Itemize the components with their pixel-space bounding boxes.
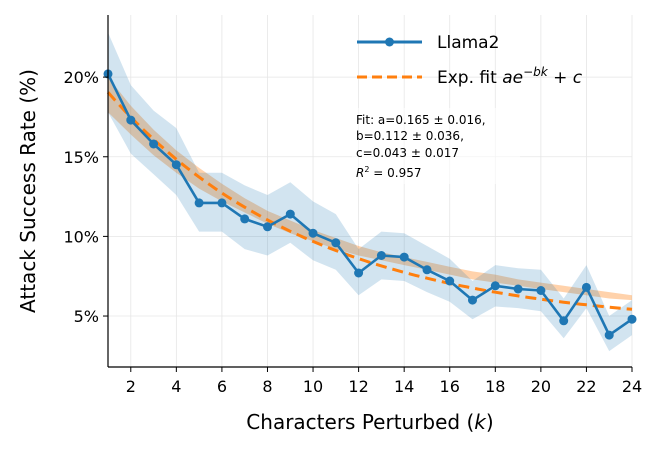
x-tick-label: 2 (126, 377, 136, 396)
data-point (445, 276, 455, 286)
data-point (308, 228, 318, 238)
data-points (103, 69, 637, 340)
data-point (240, 214, 250, 224)
fit-annotation: Fit: a=0.165 ± 0.016, b=0.112 ± 0.036, c… (352, 108, 520, 184)
x-ticks: 2 4 6 8 10 12 14 16 18 20 22 24 (126, 367, 642, 396)
data-point (331, 238, 341, 248)
data-point (627, 314, 637, 324)
annotation-line-3: c=0.043 ± 0.017 (356, 146, 459, 160)
data-point (604, 330, 614, 340)
fit-line-group (106, 91, 633, 311)
y-tick-label: 10% (63, 227, 99, 246)
x-tick-label: 16 (440, 377, 460, 396)
data-point (422, 265, 432, 275)
x-tick-label: 12 (348, 377, 368, 396)
legend-series-label: Llama2 (437, 33, 499, 53)
x-axis-label: Characters Perturbed (k) (246, 410, 493, 434)
annotation-box (352, 108, 520, 184)
data-point (149, 139, 159, 149)
annotation-line-2: b=0.112 ± 0.036, (356, 129, 464, 143)
x-tick-label: 8 (262, 377, 272, 396)
data-point (285, 209, 295, 219)
data-point (490, 281, 500, 291)
legend: Llama2 Exp. fit ae−bk + c (357, 33, 583, 88)
series-band (108, 32, 632, 352)
data-point (194, 198, 204, 208)
y-tick-label: 15% (63, 148, 99, 167)
x-tick-label: 22 (576, 377, 596, 396)
x-tick-label: 24 (622, 377, 642, 396)
data-point (468, 295, 477, 305)
data-point (263, 222, 272, 232)
series-line-group (106, 73, 633, 337)
data-point (536, 286, 546, 295)
legend-fit-label: Exp. fit ae−bk + c (437, 65, 583, 88)
data-point (376, 251, 386, 260)
data-point (399, 252, 409, 262)
annotation-line-1: Fit: a=0.165 ± 0.016, (356, 113, 486, 127)
y-axis-label: Attack Success Rate (%) (16, 69, 40, 313)
data-point (217, 198, 227, 208)
series-line (106, 73, 633, 337)
x-tick-label: 4 (171, 377, 181, 396)
data-point (354, 268, 364, 278)
data-point (171, 160, 181, 170)
fit-line (106, 91, 633, 311)
data-point (581, 282, 591, 292)
grid (108, 15, 633, 367)
x-tick-label: 6 (217, 377, 227, 396)
data-point (513, 284, 523, 294)
data-point (559, 316, 569, 326)
x-tick-label: 14 (394, 377, 414, 396)
data-point (126, 115, 136, 125)
y-tick-label: 20% (63, 68, 99, 87)
annotation-r2: R2 = 0.957 (356, 165, 421, 180)
y-ticks: 5% 10% 15% 20% (63, 68, 108, 326)
x-tick-label: 18 (485, 377, 505, 396)
legend-series-marker (385, 37, 394, 47)
x-tick-label: 10 (303, 377, 323, 396)
x-tick-label: 20 (531, 377, 551, 396)
series-confidence-band (108, 32, 632, 352)
y-tick-label: 5% (74, 307, 99, 326)
